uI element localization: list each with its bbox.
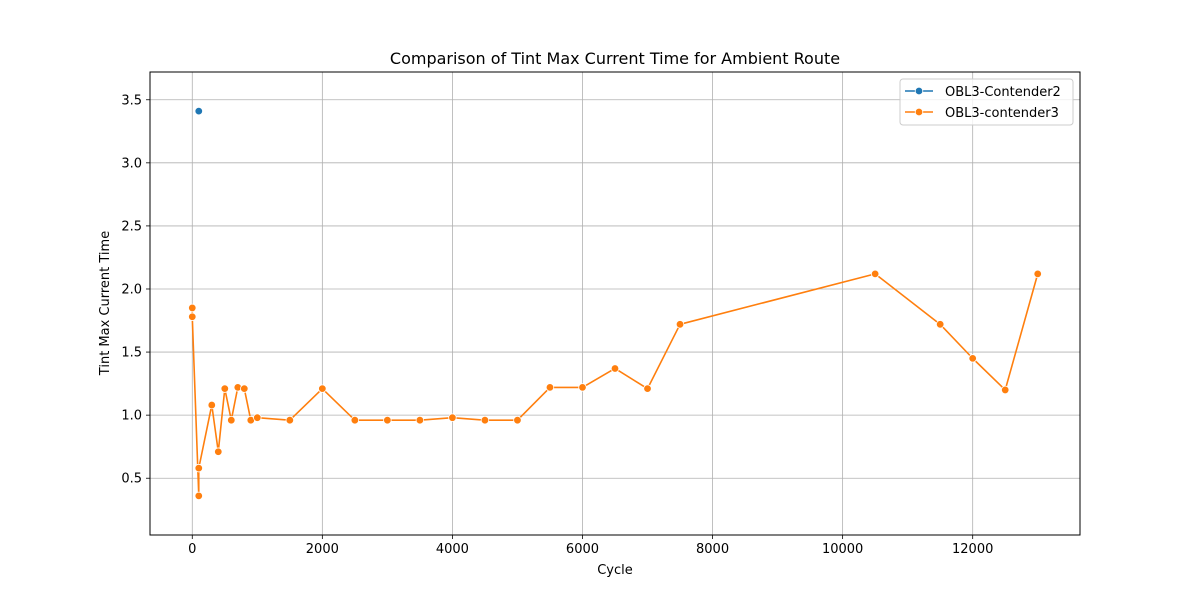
y-tick-label: 3.0 bbox=[121, 156, 142, 171]
y-axis-ticks: 0.5 1.0 1.5 2.0 2.5 3.0 3.5 bbox=[121, 93, 150, 487]
data-point bbox=[610, 364, 620, 373]
legend-marker-contender3 bbox=[914, 107, 924, 117]
x-tick-label: 8000 bbox=[696, 542, 729, 557]
x-axis-ticks: 0 2000 4000 6000 8000 10000 12000 bbox=[188, 535, 993, 557]
x-tick-label: 0 bbox=[188, 542, 196, 557]
x-axis-label: Cycle bbox=[597, 563, 633, 578]
data-point bbox=[220, 384, 229, 393]
grid bbox=[150, 72, 1080, 535]
data-point bbox=[870, 269, 880, 279]
series-line bbox=[191, 273, 1039, 497]
x-tick-label: 2000 bbox=[306, 542, 339, 557]
data-point bbox=[194, 106, 203, 116]
series-1 bbox=[194, 106, 203, 116]
data-point bbox=[643, 384, 652, 393]
data-point bbox=[240, 384, 249, 393]
legend: OBL3-Contender2 OBL3-contender3 bbox=[899, 78, 1074, 126]
y-tick-label: 1.0 bbox=[121, 409, 142, 424]
data-point bbox=[415, 415, 425, 425]
data-point bbox=[480, 415, 490, 425]
x-tick-label: 4000 bbox=[436, 542, 469, 557]
legend-label-contender3: OBL3-contender3 bbox=[945, 106, 1059, 121]
data-point bbox=[675, 320, 685, 329]
legend-label-contender2: OBL3-Contender2 bbox=[945, 85, 1061, 100]
data-point bbox=[318, 384, 327, 393]
data-point bbox=[545, 383, 555, 392]
series-layer bbox=[188, 106, 1042, 501]
legend-box bbox=[899, 78, 1074, 126]
data-point bbox=[1001, 385, 1010, 395]
y-tick-label: 2.5 bbox=[121, 219, 142, 234]
data-point bbox=[935, 320, 945, 329]
data-point bbox=[188, 303, 197, 313]
y-tick-label: 2.0 bbox=[121, 282, 142, 297]
data-point bbox=[578, 383, 587, 392]
data-point bbox=[207, 400, 216, 410]
y-axis-label: Tint Max Current Time bbox=[98, 231, 113, 376]
x-tick-label: 12000 bbox=[952, 542, 993, 557]
data-point bbox=[285, 415, 295, 425]
data-point bbox=[350, 415, 360, 425]
data-point bbox=[383, 415, 392, 425]
plot-frame bbox=[149, 71, 1081, 536]
chart-title: Comparison of Tint Max Current Time for … bbox=[390, 49, 840, 68]
x-tick-label: 6000 bbox=[566, 542, 599, 557]
series-2 bbox=[188, 269, 1042, 501]
y-tick-label: 0.5 bbox=[121, 472, 142, 487]
data-point bbox=[448, 413, 457, 422]
data-point bbox=[968, 354, 977, 363]
y-tick-label: 1.5 bbox=[121, 346, 142, 361]
data-point bbox=[513, 415, 522, 425]
y-tick-label: 3.5 bbox=[121, 93, 142, 108]
data-point bbox=[194, 463, 203, 473]
data-point bbox=[253, 413, 262, 422]
data-point bbox=[227, 415, 236, 425]
x-tick-label: 10000 bbox=[822, 542, 863, 557]
data-point bbox=[194, 491, 203, 501]
data-point bbox=[188, 312, 197, 321]
data-point bbox=[1033, 269, 1042, 279]
data-point bbox=[214, 447, 223, 456]
legend-marker-contender2 bbox=[914, 86, 924, 96]
